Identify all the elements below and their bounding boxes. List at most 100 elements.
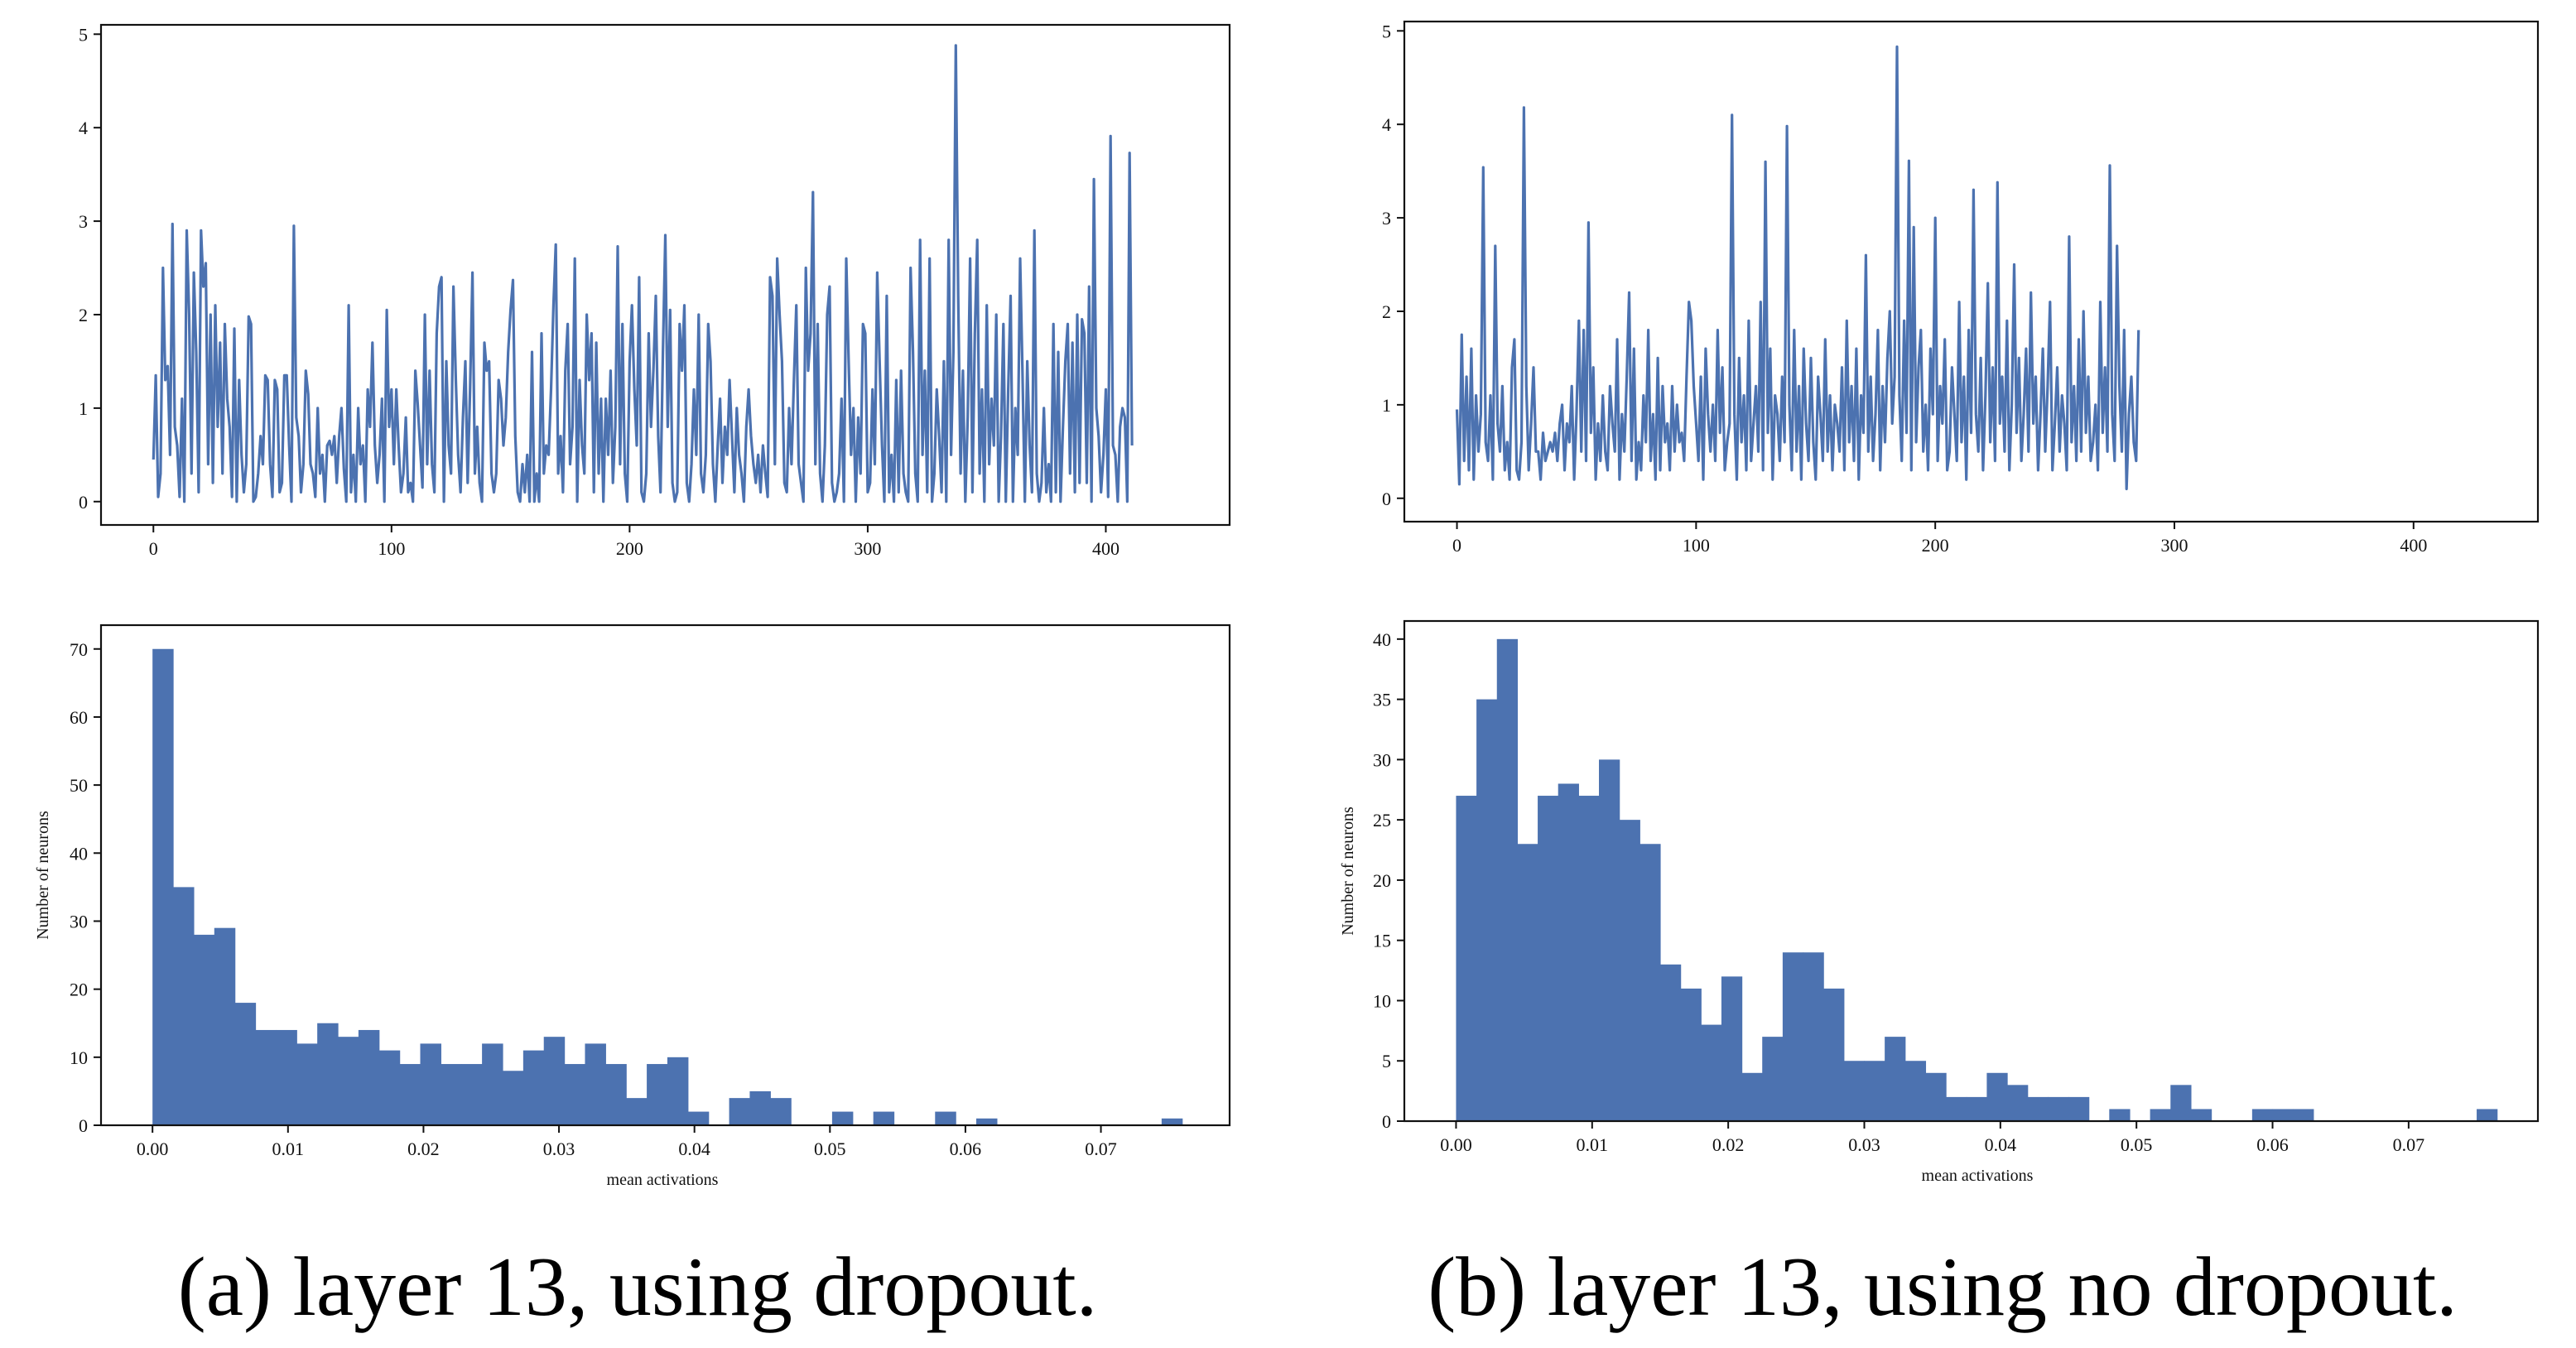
- y-axis-label: Number of neurons: [34, 811, 52, 940]
- series-line: [152, 44, 1134, 503]
- histogram-bar: [255, 1029, 277, 1125]
- histogram-bar: [1823, 988, 1845, 1121]
- x-tick-label: 0.05: [814, 1139, 846, 1159]
- histogram-bar: [461, 1064, 483, 1125]
- histogram-bar: [667, 1057, 689, 1125]
- histogram-bar: [2170, 1085, 2192, 1121]
- histogram-bar: [2272, 1109, 2294, 1121]
- histogram-bar: [482, 1043, 503, 1125]
- y-tick-label: 1: [79, 398, 88, 419]
- y-tick-label: 5: [1382, 21, 1391, 41]
- series-line: [1455, 45, 2140, 491]
- y-tick-label: 50: [70, 775, 88, 796]
- histogram-bar: [1578, 796, 1600, 1121]
- x-axis-label: mean activations: [1922, 1167, 2034, 1185]
- histogram-bar: [399, 1064, 421, 1125]
- histogram-bar: [1599, 759, 1620, 1121]
- y-axis-label: Number of neurons: [1339, 806, 1357, 936]
- x-tick-label: 300: [2160, 535, 2188, 556]
- histogram-bar: [338, 1037, 359, 1125]
- histogram-bar: [193, 934, 215, 1125]
- caption-b: (b) layer 13, using no dropout.: [1428, 1240, 2458, 1334]
- histogram-bar: [1782, 952, 1804, 1121]
- histogram-bar: [1619, 820, 1640, 1121]
- histogram-bar: [647, 1064, 668, 1125]
- histogram-bar: [585, 1043, 606, 1125]
- y-tick-label: 5: [79, 24, 88, 45]
- histogram-bar: [2027, 1096, 2049, 1121]
- histogram-bar: [1966, 1096, 1987, 1121]
- histogram-bar: [2251, 1109, 2274, 1121]
- histogram-bar: [2109, 1109, 2131, 1121]
- histogram-bar: [935, 1111, 956, 1125]
- histogram-bar: [1762, 1037, 1784, 1121]
- histogram-bar: [1721, 976, 1743, 1121]
- histogram-bar: [1161, 1118, 1183, 1125]
- y-tick-label: 20: [70, 980, 88, 1000]
- histogram-bar: [1986, 1072, 2008, 1121]
- axes-frame: [99, 623, 1231, 1127]
- histogram-bar: [152, 648, 174, 1125]
- histogram-bar: [1680, 988, 1702, 1121]
- y-tick-label: 10: [70, 1047, 88, 1068]
- x-tick-label: 0.04: [1985, 1134, 2017, 1155]
- histogram-bar: [234, 1003, 257, 1125]
- histogram-bar: [1476, 699, 1498, 1121]
- y-tick-label: 3: [79, 211, 88, 232]
- x-tick-label: 0.07: [2393, 1134, 2425, 1155]
- x-tick-label: 0.07: [1085, 1139, 1117, 1159]
- axes-frame: [1403, 619, 2540, 1123]
- x-tick-label: 200: [1922, 535, 1949, 556]
- histogram-bar: [2048, 1096, 2069, 1121]
- histogram-bar: [441, 1064, 462, 1125]
- chart-b-line: 0 100 200 300 400 0 1 2 3 4 5: [1382, 20, 2540, 556]
- x-tick-label: 400: [2400, 535, 2427, 556]
- x-tick-label: 0.04: [678, 1139, 710, 1159]
- y-tick-label: 0: [1382, 489, 1391, 509]
- x-tick-label: 0: [1452, 535, 1461, 556]
- x-tick-label: 100: [1683, 535, 1710, 556]
- histogram-bar: [1843, 1061, 1866, 1121]
- histogram-bar: [378, 1050, 401, 1125]
- histogram-bar: [1885, 1037, 1906, 1121]
- x-axis-label: mean activations: [607, 1171, 719, 1189]
- y-tick-label: 35: [1373, 690, 1391, 710]
- y-tick-label: 5: [1382, 1051, 1391, 1071]
- y-tick-label: 4: [79, 118, 88, 138]
- histogram-bar: [2150, 1109, 2171, 1121]
- chart-a-line: 0 100 200 300 400 0 1 2 3 4 5: [79, 23, 1231, 559]
- x-tick-label: 200: [616, 538, 643, 559]
- histogram-bar: [770, 1098, 792, 1125]
- x-tick-label: 0.01: [272, 1139, 305, 1159]
- chart-a-histogram: 0.00 0.01 0.02 0.03 0.04 0.05 0.06 0.07 0 10 20 30 4…: [34, 623, 1231, 1189]
- histogram-bar: [502, 1071, 524, 1125]
- x-tick-label: 0.00: [1440, 1134, 1472, 1155]
- histogram-bar: [522, 1050, 545, 1125]
- chart-b-histogram: 0.00 0.01 0.02 0.03 0.04 0.05 0.06 0.07 0 5 10 15 20…: [1339, 619, 2540, 1185]
- histogram-bar: [1904, 1061, 1927, 1121]
- histogram-bar: [687, 1111, 710, 1125]
- histogram-bar: [1741, 1072, 1763, 1121]
- y-tick-label: 1: [1382, 395, 1391, 416]
- histogram-bar: [1639, 844, 1661, 1121]
- histogram-bar: [1925, 1072, 1947, 1121]
- x-tick-label: 0.00: [137, 1139, 169, 1159]
- histogram-bar: [2477, 1109, 2498, 1121]
- histogram-bar: [296, 1043, 318, 1125]
- histogram-bar: [1496, 638, 1519, 1121]
- histogram-bar: [317, 1023, 339, 1125]
- caption-a: (a) layer 13, using dropout.: [178, 1240, 1097, 1334]
- y-tick-label: 0: [1382, 1111, 1391, 1132]
- x-tick-label: 0.03: [543, 1139, 575, 1159]
- y-tick-label: 60: [70, 707, 88, 728]
- x-tick-label: 0.03: [1848, 1134, 1880, 1155]
- y-tick-label: 2: [1382, 301, 1391, 322]
- y-tick-label: 0: [79, 492, 88, 513]
- histogram-bar: [276, 1029, 297, 1125]
- x-tick-label: 300: [854, 538, 881, 559]
- x-tick-label: 400: [1092, 538, 1119, 559]
- y-tick-label: 10: [1373, 990, 1391, 1011]
- histogram-bar: [1946, 1096, 1967, 1121]
